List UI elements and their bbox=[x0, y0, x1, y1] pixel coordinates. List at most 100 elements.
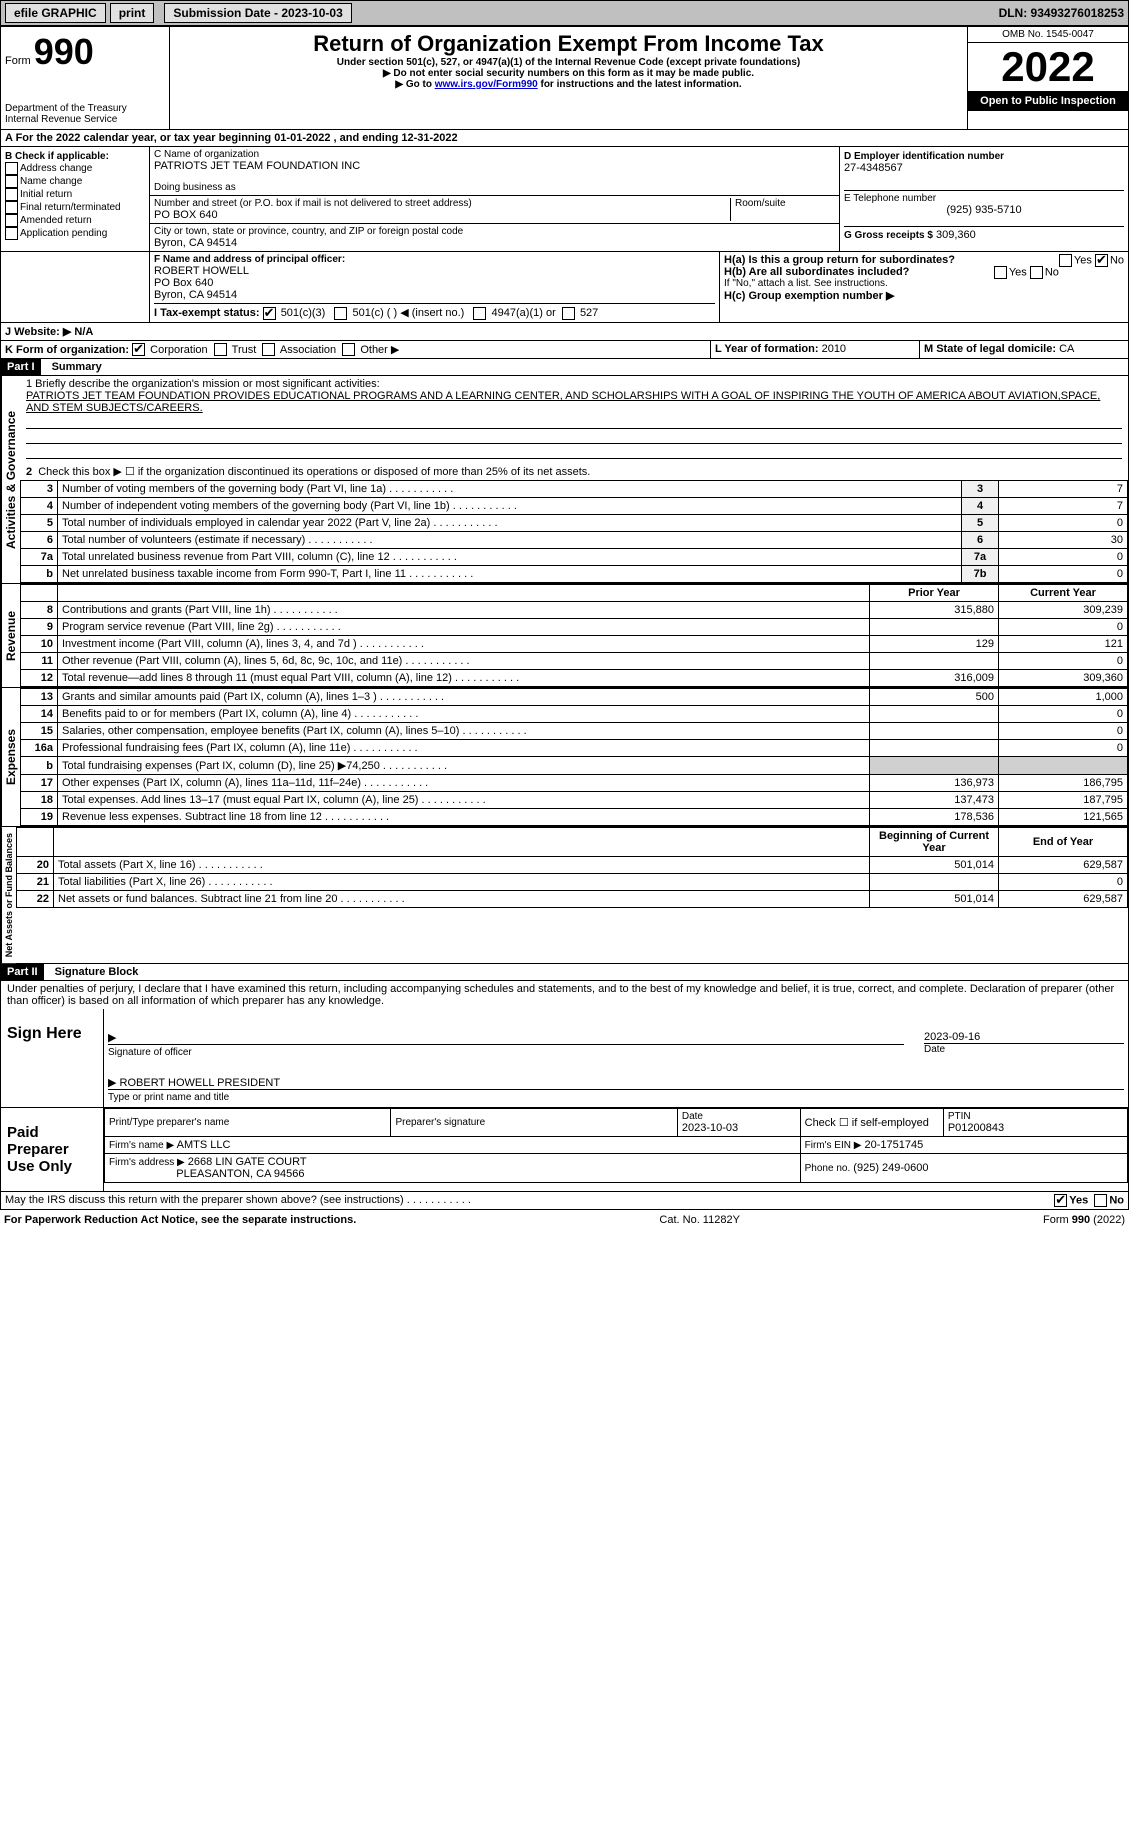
col-prior: Prior Year bbox=[870, 585, 999, 602]
gross-label: G Gross receipts $ bbox=[844, 230, 933, 241]
line-idx: 10 bbox=[21, 636, 58, 653]
line-idx: 11 bbox=[21, 653, 58, 670]
top-bar: efile GRAPHIC print Submission Date - 20… bbox=[0, 0, 1129, 26]
firm-name: AMTS LLC bbox=[177, 1139, 231, 1151]
paid-preparer-block: Paid Preparer Use Only Print/Type prepar… bbox=[0, 1108, 1129, 1192]
form-title: Return of Organization Exempt From Incom… bbox=[174, 31, 963, 57]
line-text: Other revenue (Part VIII, column (A), li… bbox=[58, 653, 870, 670]
m-label: M State of legal domicile: bbox=[924, 343, 1056, 355]
opt-4947: 4947(a)(1) or bbox=[492, 307, 556, 319]
cb-discuss-yes[interactable] bbox=[1054, 1194, 1067, 1207]
c-name-label: C Name of organization bbox=[154, 149, 835, 160]
line-text: Professional fundraising fees (Part IX, … bbox=[58, 740, 870, 757]
cb-address-change[interactable] bbox=[5, 162, 18, 175]
part2-title: Signature Block bbox=[47, 966, 139, 978]
cb-assoc[interactable] bbox=[262, 343, 275, 356]
line-idx: 13 bbox=[21, 689, 58, 706]
cb-hb-no[interactable] bbox=[1030, 266, 1043, 279]
note2-post: for instructions and the latest informat… bbox=[538, 79, 742, 90]
prep-date: 2023-10-03 bbox=[682, 1122, 796, 1134]
irs-link[interactable]: www.irs.gov/Form990 bbox=[435, 79, 538, 90]
org-address: PO BOX 640 bbox=[154, 209, 730, 221]
m-value: CA bbox=[1059, 343, 1074, 355]
cb-discuss-no[interactable] bbox=[1094, 1194, 1107, 1207]
current-value: 629,587 bbox=[999, 857, 1128, 874]
line-text: Benefits paid to or for members (Part IX… bbox=[58, 706, 870, 723]
opt-501c3: 501(c)(3) bbox=[281, 307, 326, 319]
prior-value bbox=[870, 653, 999, 670]
cb-501c3[interactable] bbox=[263, 307, 276, 320]
dept-treasury: Department of the Treasury bbox=[5, 103, 165, 114]
org-city: Byron, CA 94514 bbox=[154, 237, 835, 249]
line-idx: 5 bbox=[21, 515, 58, 532]
submission-date: Submission Date - 2023-10-03 bbox=[164, 3, 351, 23]
opt-address-change: Address change bbox=[20, 163, 92, 174]
paid-prep-label: Paid Preparer Use Only bbox=[1, 1108, 104, 1191]
section-d: D Employer identification number 27-4348… bbox=[839, 147, 1128, 251]
ein-label: D Employer identification number bbox=[844, 151, 1124, 162]
current-value: 121,565 bbox=[999, 809, 1128, 826]
col-current: End of Year bbox=[999, 828, 1128, 857]
current-value: 309,360 bbox=[999, 670, 1128, 687]
line-idx: 9 bbox=[21, 619, 58, 636]
cb-ha-no[interactable] bbox=[1095, 254, 1108, 267]
line-idx: 15 bbox=[21, 723, 58, 740]
section-bcd: B Check if applicable: Address change Na… bbox=[0, 147, 1129, 252]
sign-here-label: Sign Here bbox=[1, 1009, 104, 1107]
opt-527: 527 bbox=[580, 307, 598, 319]
line-idx: 21 bbox=[17, 874, 54, 891]
cb-4947[interactable] bbox=[473, 307, 486, 320]
line-idx: 3 bbox=[21, 481, 58, 498]
cb-501c[interactable] bbox=[334, 307, 347, 320]
room-label: Room/suite bbox=[730, 198, 835, 221]
opt-501c: 501(c) ( ) ◀ (insert no.) bbox=[353, 307, 465, 319]
page-footer: For Paperwork Reduction Act Notice, see … bbox=[0, 1210, 1129, 1230]
opt-corp: Corporation bbox=[150, 344, 207, 356]
dba-label: Doing business as bbox=[154, 182, 835, 193]
firm-phone: (925) 249-0600 bbox=[853, 1162, 928, 1174]
sign-here-block: Sign Here ▶ Signature of officer 2023-09… bbox=[0, 1009, 1129, 1108]
line-value: 0 bbox=[999, 515, 1128, 532]
taxexempt-label: I Tax-exempt status: bbox=[154, 307, 260, 319]
current-value: 0 bbox=[999, 653, 1128, 670]
line-box: 7a bbox=[962, 549, 999, 566]
line-text: Salaries, other compensation, employee b… bbox=[58, 723, 870, 740]
cb-initial-return[interactable] bbox=[5, 188, 18, 201]
cb-final-return[interactable] bbox=[5, 201, 18, 214]
prior-value: 316,009 bbox=[870, 670, 999, 687]
cb-ha-yes[interactable] bbox=[1059, 254, 1072, 267]
cb-name-change[interactable] bbox=[5, 175, 18, 188]
firm-city: PLEASANTON, CA 94566 bbox=[176, 1168, 304, 1180]
cb-other[interactable] bbox=[342, 343, 355, 356]
tax-year: 2022 bbox=[968, 43, 1128, 91]
cb-amended[interactable] bbox=[5, 214, 18, 227]
cb-527[interactable] bbox=[562, 307, 575, 320]
vert-exp: Expenses bbox=[1, 688, 20, 826]
cb-hb-yes[interactable] bbox=[994, 266, 1007, 279]
line-value: 0 bbox=[999, 566, 1128, 583]
line-idx: 7a bbox=[21, 549, 58, 566]
vert-na: Net Assets or Fund Balances bbox=[1, 827, 16, 963]
f-label: F Name and address of principal officer: bbox=[154, 254, 715, 265]
current-value: 0 bbox=[999, 619, 1128, 636]
line-idx: 12 bbox=[21, 670, 58, 687]
cb-app-pending[interactable] bbox=[5, 227, 18, 240]
line-text: Investment income (Part VIII, column (A)… bbox=[58, 636, 870, 653]
cb-corp[interactable] bbox=[132, 343, 145, 356]
current-value: 121 bbox=[999, 636, 1128, 653]
gross-value: 309,360 bbox=[936, 229, 976, 241]
prior-value bbox=[870, 874, 999, 891]
line-text: Number of independent voting members of … bbox=[58, 498, 962, 515]
print-button[interactable]: print bbox=[110, 3, 155, 23]
declaration-text: Under penalties of perjury, I declare th… bbox=[0, 981, 1129, 1009]
hc-label: H(c) Group exemption number ▶ bbox=[724, 289, 1124, 302]
sig-date: 2023-09-16 bbox=[924, 1031, 1124, 1044]
current-value: 629,587 bbox=[999, 891, 1128, 908]
line-value: 7 bbox=[999, 498, 1128, 515]
line-text: Total unrelated business revenue from Pa… bbox=[58, 549, 962, 566]
discuss-text: May the IRS discuss this return with the… bbox=[5, 1194, 404, 1206]
line-box: 6 bbox=[962, 532, 999, 549]
footer-left: For Paperwork Reduction Act Notice, see … bbox=[4, 1214, 356, 1226]
firm-addr-label: Firm's address ▶ bbox=[109, 1157, 185, 1168]
cb-trust[interactable] bbox=[214, 343, 227, 356]
